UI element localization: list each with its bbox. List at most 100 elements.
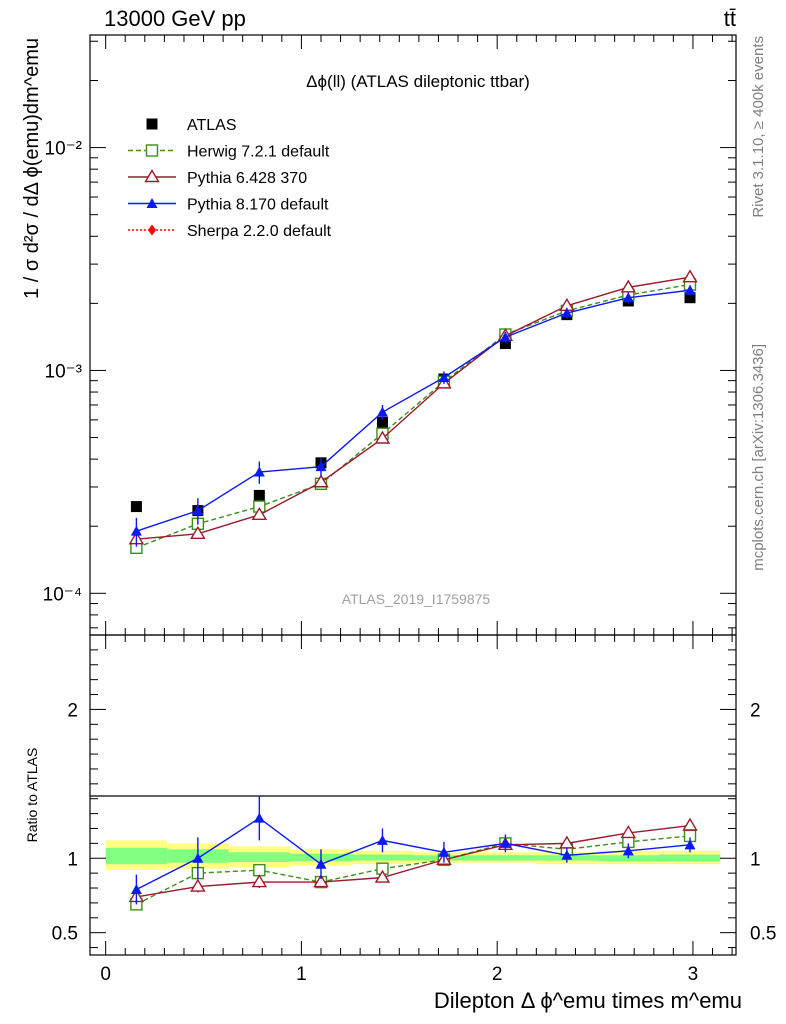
ratio-data-point bbox=[620, 825, 637, 839]
ratio-data-point bbox=[374, 869, 391, 883]
legend-label: Herwig 7.2.1 default bbox=[187, 144, 330, 161]
main-series-group bbox=[128, 269, 698, 555]
main-data-point bbox=[374, 430, 391, 444]
ratio-y-tick-label-right: 1 bbox=[750, 849, 761, 870]
ratio-data-point bbox=[438, 846, 450, 857]
main-data-point bbox=[313, 474, 329, 488]
main-data-point bbox=[251, 506, 268, 521]
main-data-point bbox=[438, 371, 450, 382]
legend-entry: Pythia 6.428 370 bbox=[128, 169, 307, 187]
main-y-tick-label: 10⁻⁴ bbox=[43, 584, 82, 605]
main-data-point bbox=[622, 292, 634, 303]
ratio-data-point bbox=[192, 852, 204, 863]
main-data-point bbox=[190, 525, 206, 539]
main-y-axis-label: 1 / σ d²σ / dΔ ϕ(emu)dm^emu bbox=[21, 38, 43, 299]
legend-label: Sherpa 2.2.0 default bbox=[187, 223, 332, 240]
ratio-data-point bbox=[561, 849, 573, 860]
main-y-tick-label: 10⁻² bbox=[45, 139, 83, 160]
ratio-series-0 bbox=[130, 829, 697, 911]
x-tick-label: 2 bbox=[492, 964, 503, 985]
legend-marker bbox=[145, 144, 159, 157]
legend-marker bbox=[146, 118, 158, 130]
ratio-data-point bbox=[682, 817, 698, 831]
ratio-data-point bbox=[253, 863, 266, 877]
main-data-point bbox=[253, 489, 265, 501]
main-data-point bbox=[499, 331, 511, 342]
main-data-point bbox=[376, 406, 388, 417]
ratio-series-group bbox=[128, 795, 698, 911]
ratio-data-point bbox=[315, 858, 327, 869]
x-tick-label: 0 bbox=[100, 964, 111, 985]
legend: ATLAS Herwig 7.2.1 default Pythia 6.428 37… bbox=[128, 117, 332, 240]
ratio-band-inner bbox=[351, 854, 413, 861]
legend-entry: Herwig 7.2.1 default bbox=[128, 144, 330, 161]
ratio-y-tick-label: 0.5 bbox=[52, 924, 78, 945]
ratio-band-inner bbox=[474, 855, 536, 861]
ratio-y-tick-label-right: 2 bbox=[750, 700, 761, 721]
main-data-point bbox=[561, 307, 573, 318]
ratio-data-point bbox=[622, 845, 634, 856]
legend-label: Pythia 8.170 default bbox=[187, 197, 329, 214]
x-tick-label: 1 bbox=[296, 964, 307, 985]
ratio-band-inner bbox=[228, 852, 291, 862]
legend-marker bbox=[146, 198, 158, 208]
main-watermark: ATLAS_2019_I1759875 bbox=[342, 591, 491, 607]
main-data-point bbox=[682, 269, 698, 283]
main-data-point bbox=[315, 461, 327, 472]
main-data-point bbox=[376, 416, 388, 428]
mcplots-label: mcplots.cern.ch [arXiv:1306.3436] bbox=[750, 344, 767, 571]
main-data-point bbox=[253, 466, 265, 477]
main-series-0 bbox=[130, 292, 696, 517]
main-series-line bbox=[136, 276, 691, 540]
rivet-label: Rivet 3.1.10, ≥ 400k events bbox=[750, 36, 767, 218]
header-process: tt̄ bbox=[724, 6, 736, 31]
main-data-point bbox=[192, 505, 204, 516]
main-title: Δϕ(ll) (ATLAS dileptonic ttbar) bbox=[306, 72, 530, 91]
ratio-data-point bbox=[684, 839, 696, 850]
main-data-point bbox=[620, 279, 637, 293]
main-y-tick-label: 10⁻³ bbox=[45, 361, 83, 382]
ratio-y-tick-label: 2 bbox=[67, 700, 78, 721]
ratio-panel: 0.5 0.5 1 1 2 2 0 1 2 3 Ratio to ATLAS Dilepton Δ… bbox=[24, 634, 776, 1013]
ratio-y-tick-label: 1 bbox=[67, 849, 78, 870]
ratio-data-point bbox=[251, 874, 268, 888]
legend-marker bbox=[148, 224, 156, 236]
main-series-3 bbox=[130, 284, 696, 547]
x-tick-label: 3 bbox=[688, 964, 699, 985]
main-data-point bbox=[130, 501, 142, 513]
legend-marker bbox=[144, 169, 160, 183]
legend-label: Pythia 6.428 370 bbox=[187, 170, 307, 187]
ratio-data-point bbox=[190, 878, 206, 892]
main-series-line bbox=[136, 289, 691, 532]
ratio-data-point bbox=[376, 834, 388, 845]
main-data-point bbox=[130, 525, 142, 536]
ratio-data-point bbox=[499, 837, 511, 848]
x-axis-label: Dilepton Δ ϕ^emu times m^emu bbox=[434, 988, 742, 1013]
main-series-1 bbox=[130, 278, 697, 555]
main-data-point bbox=[499, 338, 511, 350]
ratio-axis-ticks: 0.5 0.5 1 1 2 2 0 1 2 3 bbox=[52, 635, 776, 985]
ratio-panel-frame bbox=[89, 634, 737, 956]
main-data-point bbox=[684, 284, 696, 295]
legend-label: ATLAS bbox=[187, 117, 237, 134]
ratio-band-inner bbox=[658, 854, 721, 862]
header-energy: 13000 GeV pp bbox=[104, 6, 246, 31]
legend-entry: ATLAS bbox=[146, 117, 237, 134]
legend-entry: Pythia 8.170 default bbox=[128, 197, 329, 214]
main-series-line bbox=[136, 283, 691, 549]
ratio-band-inner bbox=[105, 847, 168, 865]
ratio-series-line bbox=[136, 824, 691, 898]
ratio-y-axis-label: Ratio to ATLAS bbox=[24, 748, 40, 843]
ratio-data-point bbox=[130, 884, 142, 895]
ratio-y-tick-label-right: 0.5 bbox=[750, 924, 776, 945]
ratio-series-line bbox=[136, 835, 691, 906]
main-panel: 10⁻² 10⁻³ 10⁻⁴ Δϕ(ll) (ATLAS dileptonic tt… bbox=[21, 34, 737, 636]
ratio-data-point bbox=[313, 874, 329, 888]
ratio-data-point bbox=[253, 812, 265, 823]
ratio-series-line bbox=[136, 817, 691, 891]
main-axis-ticks: 10⁻² 10⁻³ 10⁻⁴ bbox=[43, 35, 736, 635]
legend-entry: Sherpa 2.2.0 default bbox=[128, 223, 332, 240]
ratio-series-2 bbox=[130, 795, 696, 905]
main-data-point bbox=[684, 292, 696, 304]
